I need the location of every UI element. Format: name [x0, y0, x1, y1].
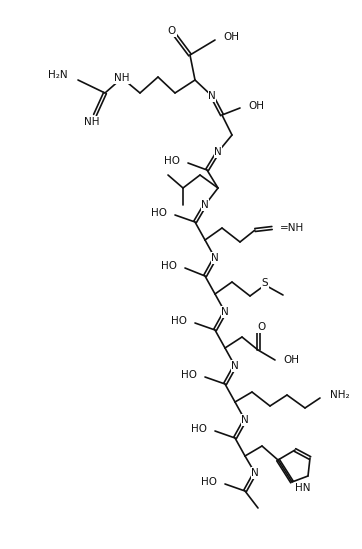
Text: O: O [168, 26, 176, 36]
Text: HO: HO [171, 316, 187, 326]
Text: S: S [262, 278, 268, 288]
Text: N: N [201, 200, 209, 210]
Text: H₂N: H₂N [49, 70, 68, 80]
Text: HO: HO [201, 477, 217, 487]
Text: OH: OH [248, 101, 264, 111]
Text: N: N [211, 253, 219, 263]
Text: HO: HO [161, 261, 177, 271]
Text: N: N [231, 361, 239, 371]
Text: OH: OH [223, 32, 239, 42]
Text: N: N [221, 307, 229, 317]
Text: OH: OH [283, 355, 299, 365]
Text: =NH: =NH [280, 223, 304, 233]
Text: N: N [214, 147, 222, 157]
Text: HO: HO [181, 370, 197, 380]
Text: NH: NH [114, 73, 130, 83]
Text: HO: HO [191, 424, 207, 434]
Text: HO: HO [164, 156, 180, 166]
Text: N: N [251, 468, 259, 478]
Text: HN: HN [295, 483, 311, 493]
Text: N: N [208, 91, 216, 101]
Text: N: N [241, 415, 249, 425]
Text: NH₂: NH₂ [330, 390, 350, 400]
Text: HO: HO [151, 208, 167, 218]
Text: O: O [257, 322, 265, 332]
Text: NH: NH [84, 117, 100, 127]
